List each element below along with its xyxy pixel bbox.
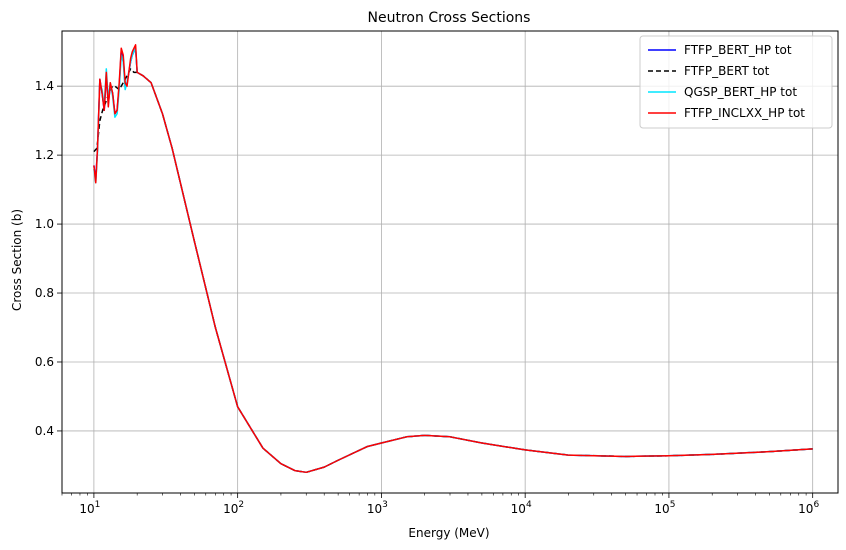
legend-label: FTFP_BERT_HP tot	[684, 43, 792, 57]
legend-box	[639, 35, 833, 129]
chart-title: Neutron Cross Sections	[368, 10, 531, 26]
legend-label: FTFP_INCLXX_HP tot	[684, 106, 805, 120]
x-tick-label: 101	[79, 500, 100, 516]
y-tick-label: 0.6	[35, 355, 54, 369]
y-tick-label: 0.4	[35, 424, 54, 438]
x-tick-label: 103	[367, 500, 388, 516]
legend-label: QGSP_BERT_HP tot	[684, 85, 797, 99]
y-tick-label: 0.8	[35, 286, 54, 300]
y-tick-label: 1.2	[35, 148, 54, 162]
x-axis-label: Energy (MeV)	[408, 526, 489, 540]
y-axis-label: Cross Section (b)	[10, 209, 24, 311]
x-tick-label: 104	[511, 500, 532, 516]
x-tick-label: 105	[654, 500, 675, 516]
plot-lines	[93, 44, 813, 474]
series-line-3	[93, 44, 813, 474]
y-tick-label: 1.4	[35, 79, 54, 93]
ticks: 101 102 103 104 105 106 0.4 0.6 0.8 1.0 1.2 1.4	[35, 79, 820, 516]
y-tick-label: 1.0	[35, 217, 54, 231]
x-tick-label: 106	[798, 500, 819, 516]
legend-label: FTFP_BERT tot	[684, 64, 770, 78]
x-tick-label: 102	[223, 500, 244, 516]
legend: FTFP_BERT_HP tot FTFP_BERT tot QGSP_BERT_H…	[639, 35, 833, 129]
grid	[62, 31, 838, 493]
